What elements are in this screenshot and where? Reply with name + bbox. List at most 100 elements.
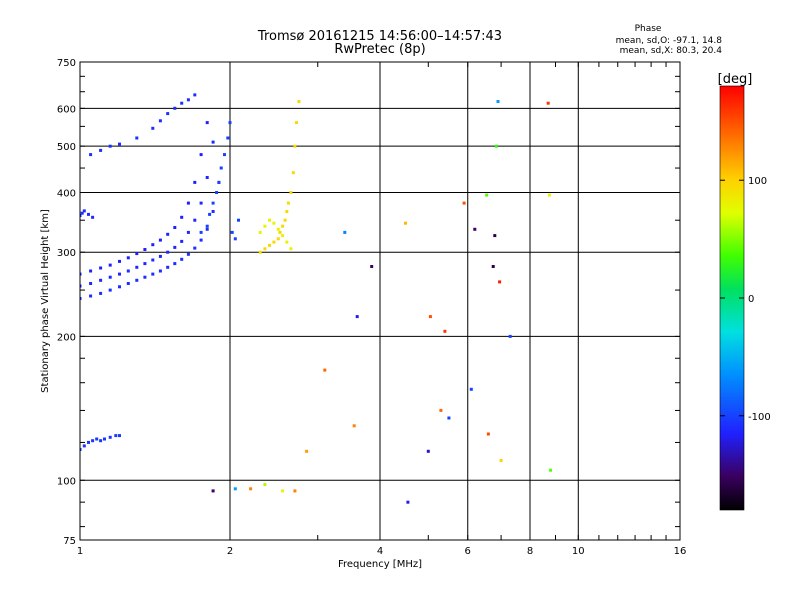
data-point [186,98,190,102]
data-point [233,237,237,241]
data-point [428,315,432,319]
colorbar-tick-label: -100 [748,412,771,423]
data-point [258,250,262,254]
data-point [99,148,103,152]
data-point [493,234,497,238]
data-point [126,269,130,273]
data-point [80,297,82,300]
data-point [305,449,309,453]
data-point [272,221,276,225]
data-point [276,237,280,241]
grid-lines [79,62,681,540]
data-point [498,280,502,284]
colorbar-tick-label: 0 [748,294,754,305]
data-point [193,180,197,184]
data-point [151,126,155,130]
plot-frame [79,61,681,541]
y-tick-label: 500 [57,142,76,153]
data-point [219,166,223,170]
data-point [285,210,289,213]
data-point [166,112,170,116]
colorbar-ticks: 100 0 -100 [720,176,771,423]
data-point [166,250,170,254]
data-point [469,387,473,391]
y-axis-label: Stationary phase Virtual Height [km] [40,209,51,393]
data-point [211,489,215,493]
data-point [118,142,121,146]
data-point [118,259,121,263]
data-point [87,212,90,216]
data-point [491,265,495,268]
data-point [89,153,93,157]
data-point [143,262,147,266]
series-8 [258,218,293,251]
data-point [158,269,162,273]
data-point [355,315,359,319]
series-3 [89,93,197,157]
y-tick-label: 100 [57,476,76,487]
data-point [205,176,209,179]
data-point [494,144,498,148]
data-point [80,284,82,288]
x-tick-label: 4 [377,546,383,557]
y-tick-label: 600 [57,104,76,115]
y-tick-label: 750 [57,58,76,69]
data-point [205,224,209,228]
data-point [143,275,147,279]
data-point [186,230,190,234]
data-point [295,121,298,125]
data-point [158,254,162,258]
data-point [89,294,93,298]
data-point [263,224,267,228]
data-point [286,201,290,205]
y-tick-label: 200 [57,332,76,343]
data-point [547,193,551,197]
data-point [82,209,86,213]
data-point [276,227,280,231]
data-point [158,119,162,123]
data-point [108,288,112,292]
data-point [272,240,276,244]
data-point [211,210,215,213]
data-point [293,144,297,148]
data-points [80,93,553,504]
data-point [226,136,230,140]
data-point [108,275,112,279]
phase-mean-x: mean, sd,X: 80.3, 20.4 [620,46,723,56]
data-point [404,221,407,225]
data-point [258,230,262,234]
data-point [285,240,289,244]
data-point [173,245,177,249]
data-point [135,265,139,269]
x-tick-label: 6 [465,546,471,557]
data-point [281,489,285,493]
data-point [87,440,90,444]
data-point [99,291,103,295]
data-point [193,246,197,250]
data-point [323,368,327,372]
data-point [233,487,237,491]
data-point [293,489,297,493]
data-point [151,272,155,276]
x-tick-label: 16 [674,546,687,557]
series-5 [80,434,121,451]
data-point [208,212,212,216]
x-axis-label: Frequency [MHz] [338,559,422,570]
data-point [289,191,293,194]
data-point [103,437,106,441]
data-point [95,437,99,441]
data-point [173,106,177,110]
data-point [228,121,232,125]
phase-mean-o: mean, sd,O: -97.1, 14.8 [616,36,723,46]
data-point [281,234,285,238]
data-point [237,218,240,222]
y-tick-label: 400 [57,188,76,199]
data-point [180,257,184,261]
data-point [135,252,139,256]
data-point [135,278,139,282]
data-point [99,439,103,443]
data-point [180,215,184,219]
data-point [108,435,112,439]
data-point [89,282,93,285]
